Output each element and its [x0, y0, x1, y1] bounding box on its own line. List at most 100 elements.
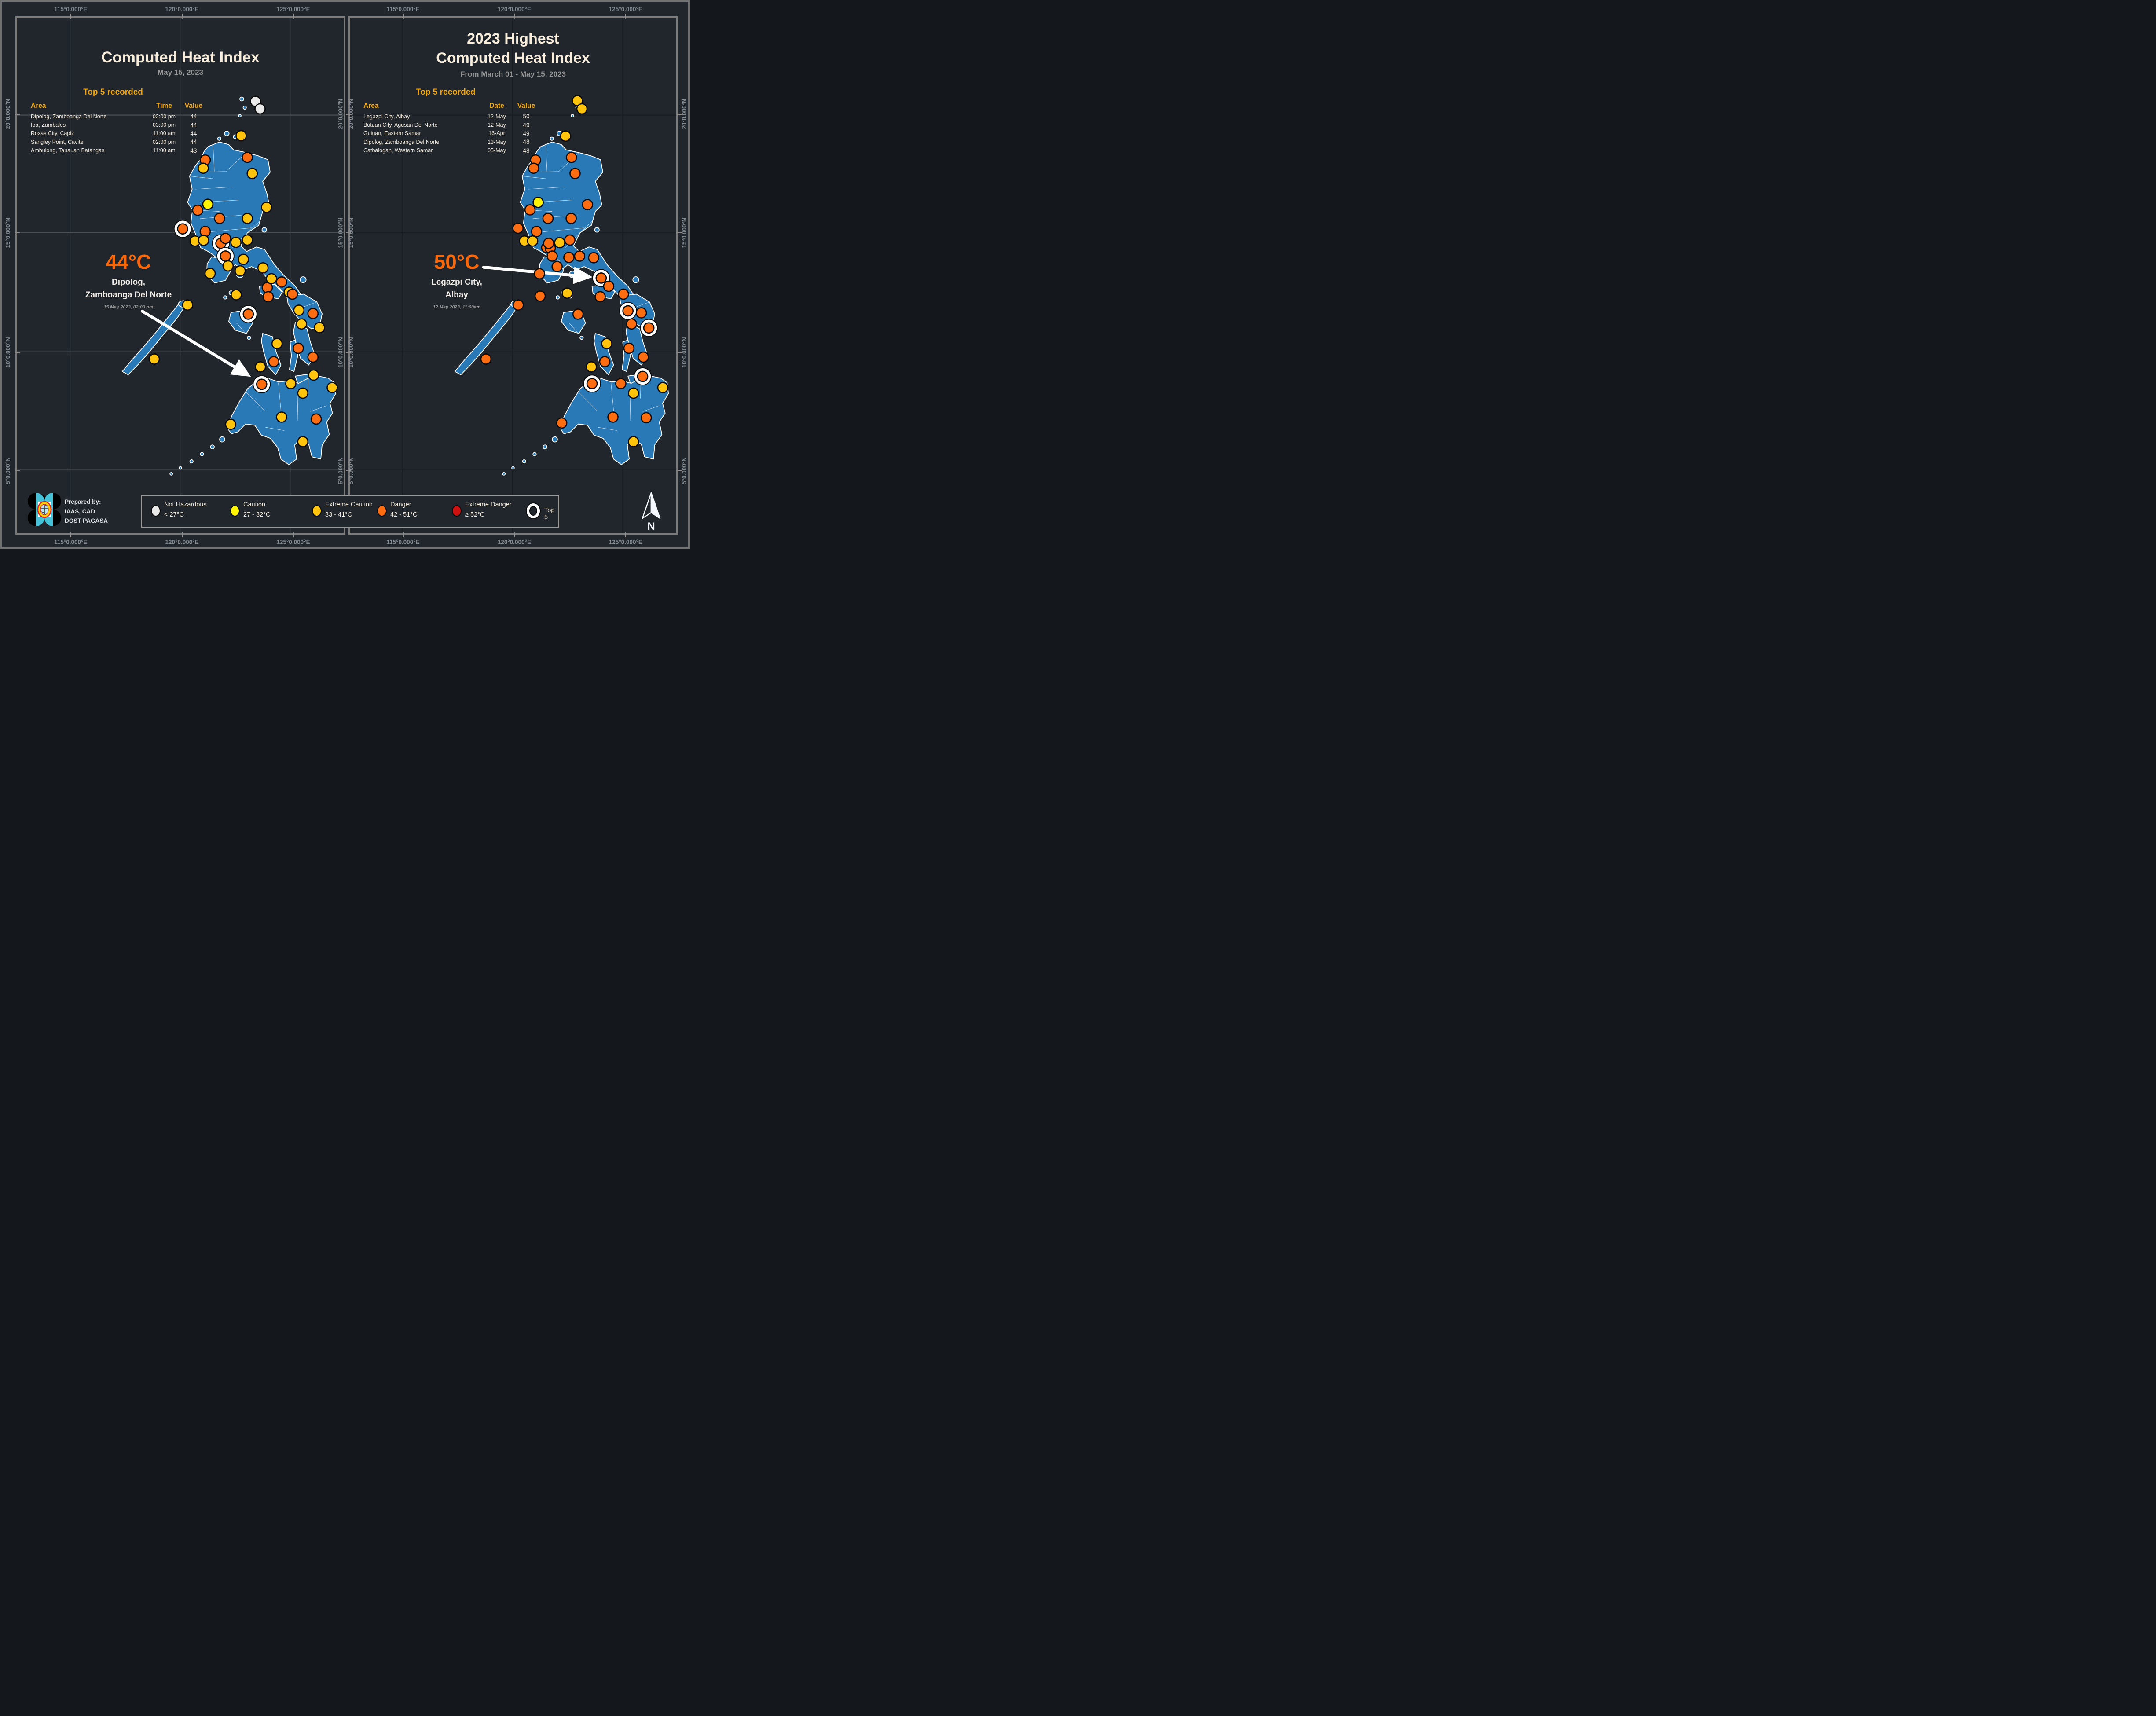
heat-dot-gold: [246, 168, 258, 180]
annotation-right: 50°C Legazpi City, Albay 12 May 2023, 11…: [384, 251, 529, 310]
axis-tick: [345, 232, 351, 233]
heat-dot-orange-top5: [637, 370, 649, 382]
table-row: Iba, Zambales 03:00 pm 44: [27, 121, 205, 129]
heat-dot-orange: [565, 213, 577, 224]
heat-dot-orange: [582, 199, 593, 210]
heat-dot-orange: [528, 162, 539, 174]
top5-cell-value: 48: [523, 147, 530, 154]
heat-dot-gold: [261, 202, 272, 213]
legend-label: Caution: [243, 501, 265, 508]
annotation-city1-left: Dipolog,: [112, 278, 145, 287]
heat-dot-orange: [268, 356, 280, 367]
longitude-label: 125°0.000°E: [609, 6, 642, 13]
pagasa-logo-icon: [26, 492, 63, 529]
heat-dot-orange: [214, 213, 225, 224]
longitude-label: 120°0.000°E: [497, 539, 531, 546]
axis-tick: [403, 14, 404, 19]
annotation-city1-right: Legazpi City,: [431, 278, 482, 287]
axis-tick: [677, 470, 682, 472]
heat-dot-gold: [182, 299, 194, 311]
table-row: Dipolog, Zamboanga Del Norte 13-May 48: [359, 138, 538, 146]
axis-tick: [345, 114, 351, 115]
table-row: Butuan City, Agusan Del Norte 12-May 49: [359, 121, 538, 129]
panel-2023-highest: 2023 Highest Computed Heat Index From Ma…: [348, 16, 678, 535]
table-row: Sangley Point, Cavite 02:00 pm 44: [27, 138, 205, 146]
annotation-temp-right: 50°C: [434, 250, 480, 273]
legend-top5-ring-icon: [527, 503, 540, 518]
legend-not-hazardous-icon: [151, 505, 161, 517]
heat-dot-orange-top5: [586, 378, 598, 389]
heat-dot-orange-top5: [595, 272, 607, 284]
map-right: [350, 18, 676, 533]
axis-tick: [293, 532, 294, 537]
top5-cell-time: 12-May: [488, 122, 506, 128]
heat-dot-gold: [225, 418, 237, 430]
longitude-label: 115°0.000°E: [386, 6, 420, 13]
table-row: Legazpi City, Albay 12-May 50: [359, 112, 538, 121]
heat-dot-orange: [534, 268, 545, 280]
heat-dot-gold: [308, 369, 319, 381]
annotation-date-right: 12 May 2023, 11:00am: [433, 304, 481, 310]
heat-dot-orange-top5: [622, 305, 634, 317]
heat-dot-gold: [242, 234, 253, 246]
top5-cell-value: 49: [523, 130, 530, 137]
axis-tick: [15, 470, 20, 472]
legend-range: 33 - 41°C: [325, 511, 352, 518]
top5-cell-area: Iba, Zambales: [31, 122, 66, 128]
latitude-label: 20°0.000°N: [4, 99, 11, 129]
top5-cell-value: 44: [190, 130, 197, 137]
heat-dot-gold: [560, 130, 572, 142]
right-panel-subtitle: From March 01 - May 15, 2023: [460, 70, 566, 78]
legend-range: 42 - 51°C: [390, 511, 418, 518]
heat-dot-orange: [534, 290, 546, 302]
top5-header-area: Area: [31, 102, 46, 110]
longitude-label: 125°0.000°E: [609, 539, 642, 546]
top5-cell-area: Guiuan, Eastern Samar: [363, 130, 421, 137]
heat-dot-gold: [297, 387, 309, 399]
axis-tick: [345, 470, 351, 472]
heat-dot-white: [254, 103, 266, 115]
top5-cell-time: 11:00 am: [153, 130, 176, 137]
heat-dot-orange: [542, 213, 554, 224]
axis-tick: [70, 532, 72, 537]
heat-dot-orange: [599, 356, 611, 367]
heat-dot-orange-top5: [643, 322, 655, 334]
heat-dot-yellow: [532, 196, 544, 208]
heat-dot-orange: [531, 226, 543, 237]
heat-dot-gold: [231, 289, 242, 301]
longitude-label: 115°0.000°E: [54, 539, 88, 546]
panel-current-heat-index: Computed Heat Index May 15, 2023 Top 5 r…: [15, 16, 345, 535]
top5-cell-value: 49: [523, 121, 530, 128]
axis-tick: [403, 532, 404, 537]
heat-dot-orange: [512, 222, 524, 234]
top5-header-row-right: Area Date Value: [359, 102, 538, 110]
top5-cell-value: 44: [190, 121, 197, 128]
top5-cell-time: 12-May: [488, 113, 506, 120]
map-left: [17, 18, 344, 533]
credit-text: Prepared by: IAAS, CAD DOST-PAGASA: [65, 497, 108, 526]
axis-tick: [677, 352, 682, 353]
heat-dot-orange: [242, 151, 253, 163]
table-row: Dipolog, Zamboanga Del Norte 02:00 pm 44: [27, 112, 205, 121]
annotation-city2-right: Albay: [445, 290, 468, 300]
top5-header-value: Value: [517, 102, 535, 110]
axis-tick: [677, 114, 682, 115]
top5-table-left: Top 5 recorded Area Time Value Dipolog, Za…: [27, 88, 205, 155]
legend-range: ≥ 52°C: [465, 511, 485, 518]
annotation-left: 44°C Dipolog, Zamboanga Del Norte 15 May…: [56, 251, 201, 310]
top5-cell-time: 02:00 pm: [152, 139, 176, 145]
heat-dot-orange: [480, 353, 492, 365]
top5-table-right: Top 5 recorded Area Date Value Legazpi Cit…: [359, 88, 538, 155]
top5-cell-area: Dipolog, Zamboanga Del Norte: [31, 113, 107, 120]
heat-dot-gold: [586, 361, 597, 373]
legend-danger-icon: [377, 505, 387, 517]
latitude-label: 15°0.000°N: [4, 217, 11, 248]
heat-dot-gold: [230, 236, 242, 248]
latitude-label: 5°0.000°N: [4, 457, 11, 484]
top5-header-value: Value: [184, 102, 203, 110]
top5-cell-area: Dipolog, Zamboanga Del Norte: [363, 139, 440, 145]
top5-header-area: Area: [363, 102, 379, 110]
left-panel-subtitle: May 15, 2023: [158, 68, 203, 77]
top5-cell-time: 05-May: [488, 147, 506, 154]
annotation-city2-left: Zamboanga Del Norte: [85, 290, 172, 300]
